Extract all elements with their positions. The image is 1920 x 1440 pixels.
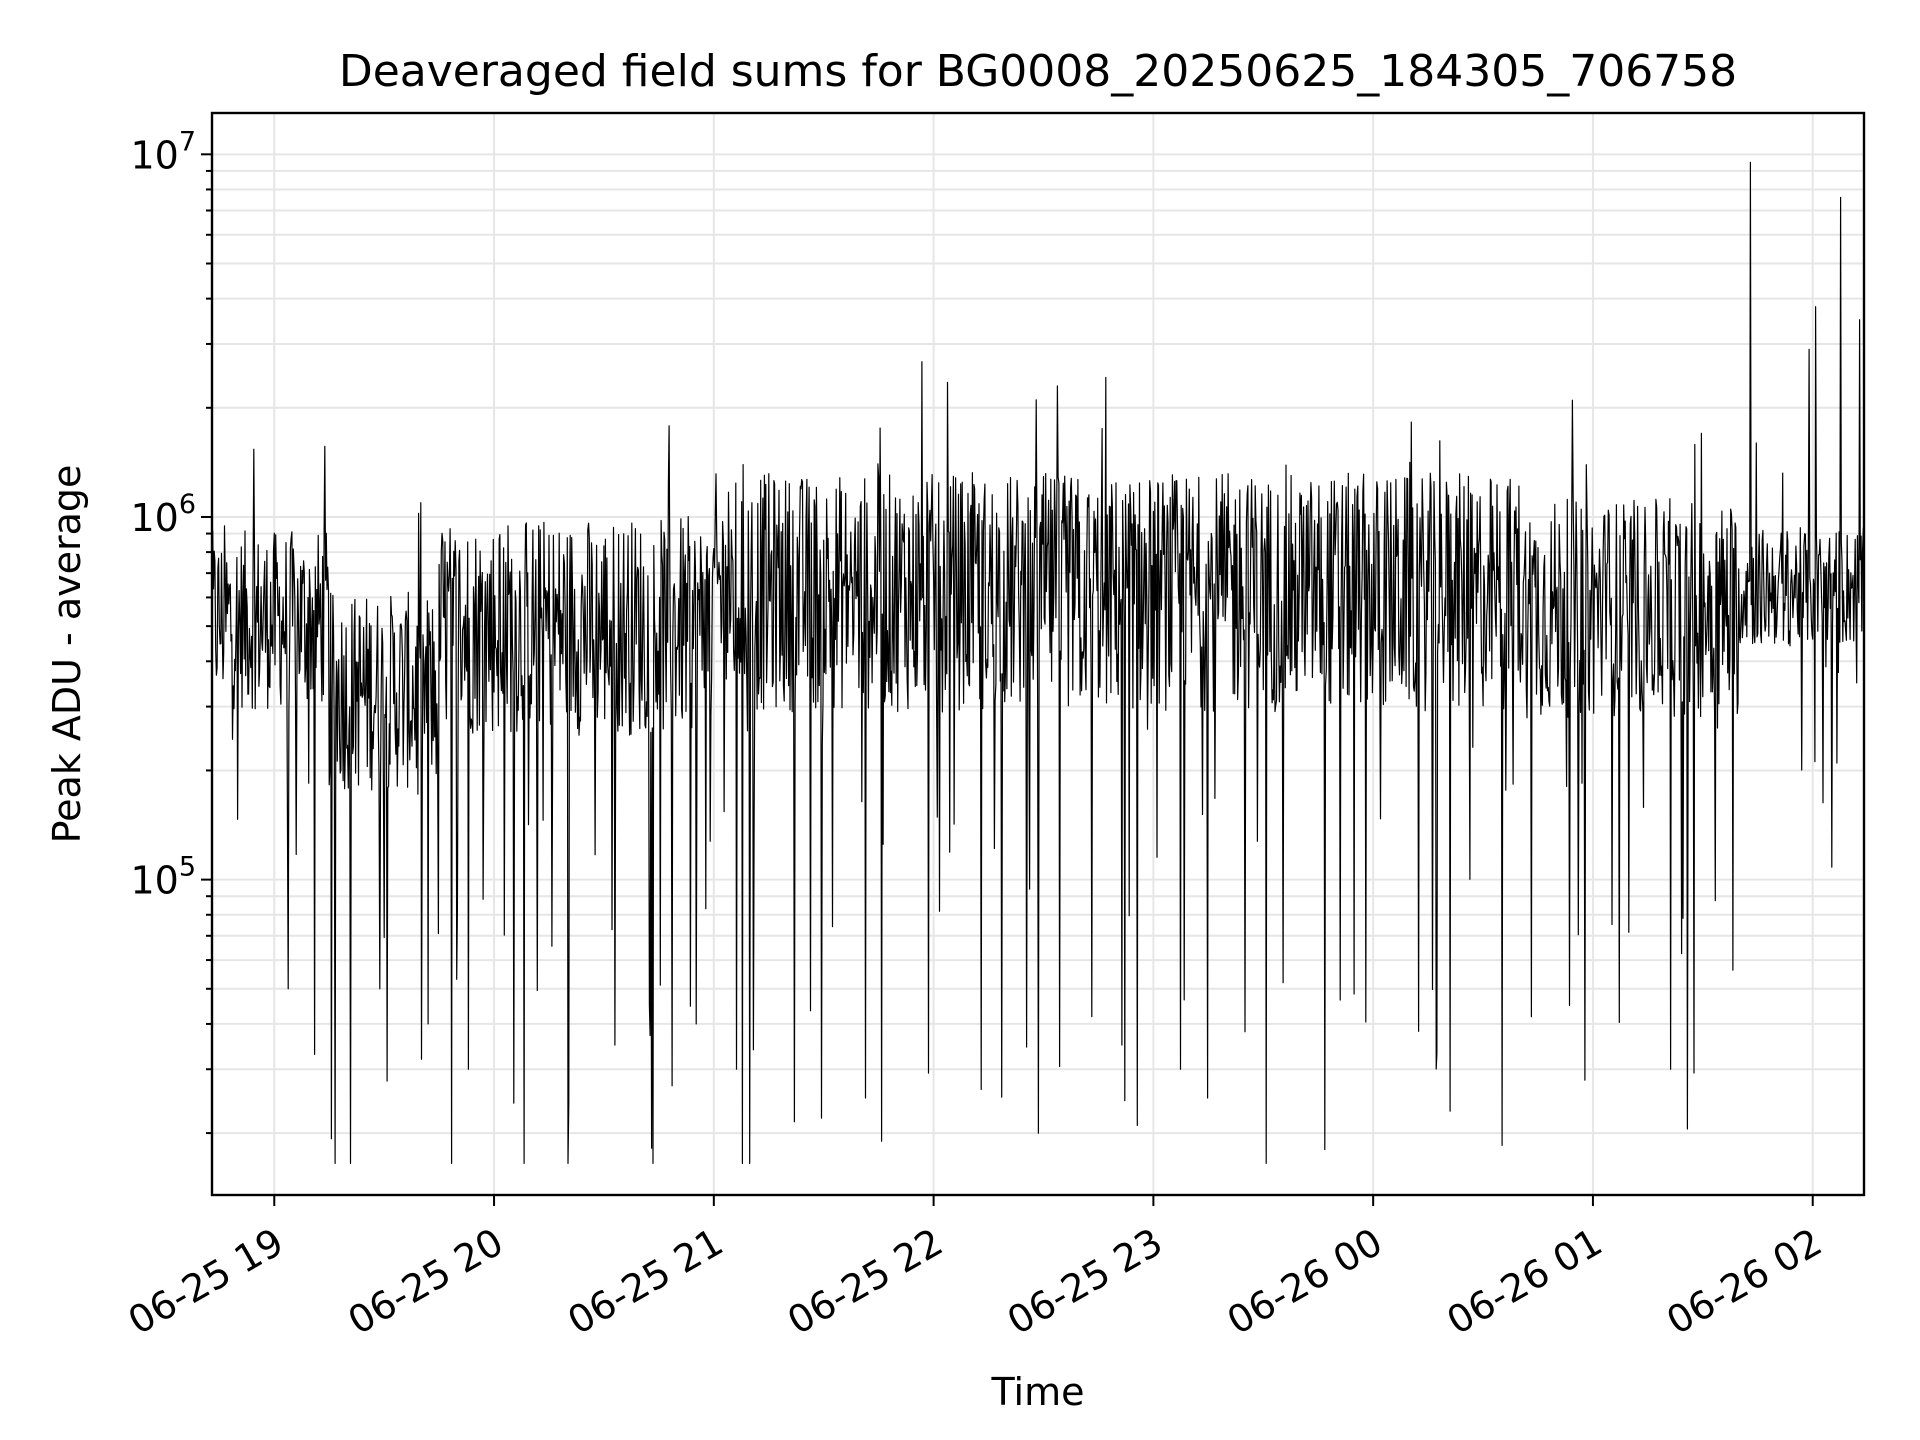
x-tick-label: 06-25 19 (121, 1220, 291, 1344)
x-tick-label: 06-25 21 (560, 1220, 730, 1344)
chart-title: Deaveraged field sums for BG0008_2025062… (339, 46, 1737, 97)
plot-frame (210, 111, 1866, 1197)
y-tick-label: 107 (130, 126, 196, 177)
series-line (211, 161, 1864, 1164)
x-axis-label: Time (991, 1370, 1085, 1414)
x-tick-label: 06-26 00 (1220, 1220, 1390, 1344)
x-tick-label: 06-25 22 (780, 1220, 950, 1344)
y-tick-label: 106 (130, 489, 196, 540)
x-tick-label: 06-25 23 (1000, 1220, 1170, 1344)
y-tick-label: 105 (130, 852, 196, 903)
y-axis: 105 106 107 (130, 126, 212, 1135)
series-layer (211, 161, 1864, 1164)
x-tick-label: 06-26 02 (1659, 1220, 1829, 1344)
x-tick-label: 06-26 01 (1439, 1220, 1609, 1344)
x-axis: 06-25 19 06-25 20 06-25 21 06-25 22 06-25 23… (121, 1195, 1829, 1343)
x-tick-label: 06-25 20 (341, 1220, 511, 1344)
y-axis-label: Peak ADU - average (45, 465, 89, 844)
